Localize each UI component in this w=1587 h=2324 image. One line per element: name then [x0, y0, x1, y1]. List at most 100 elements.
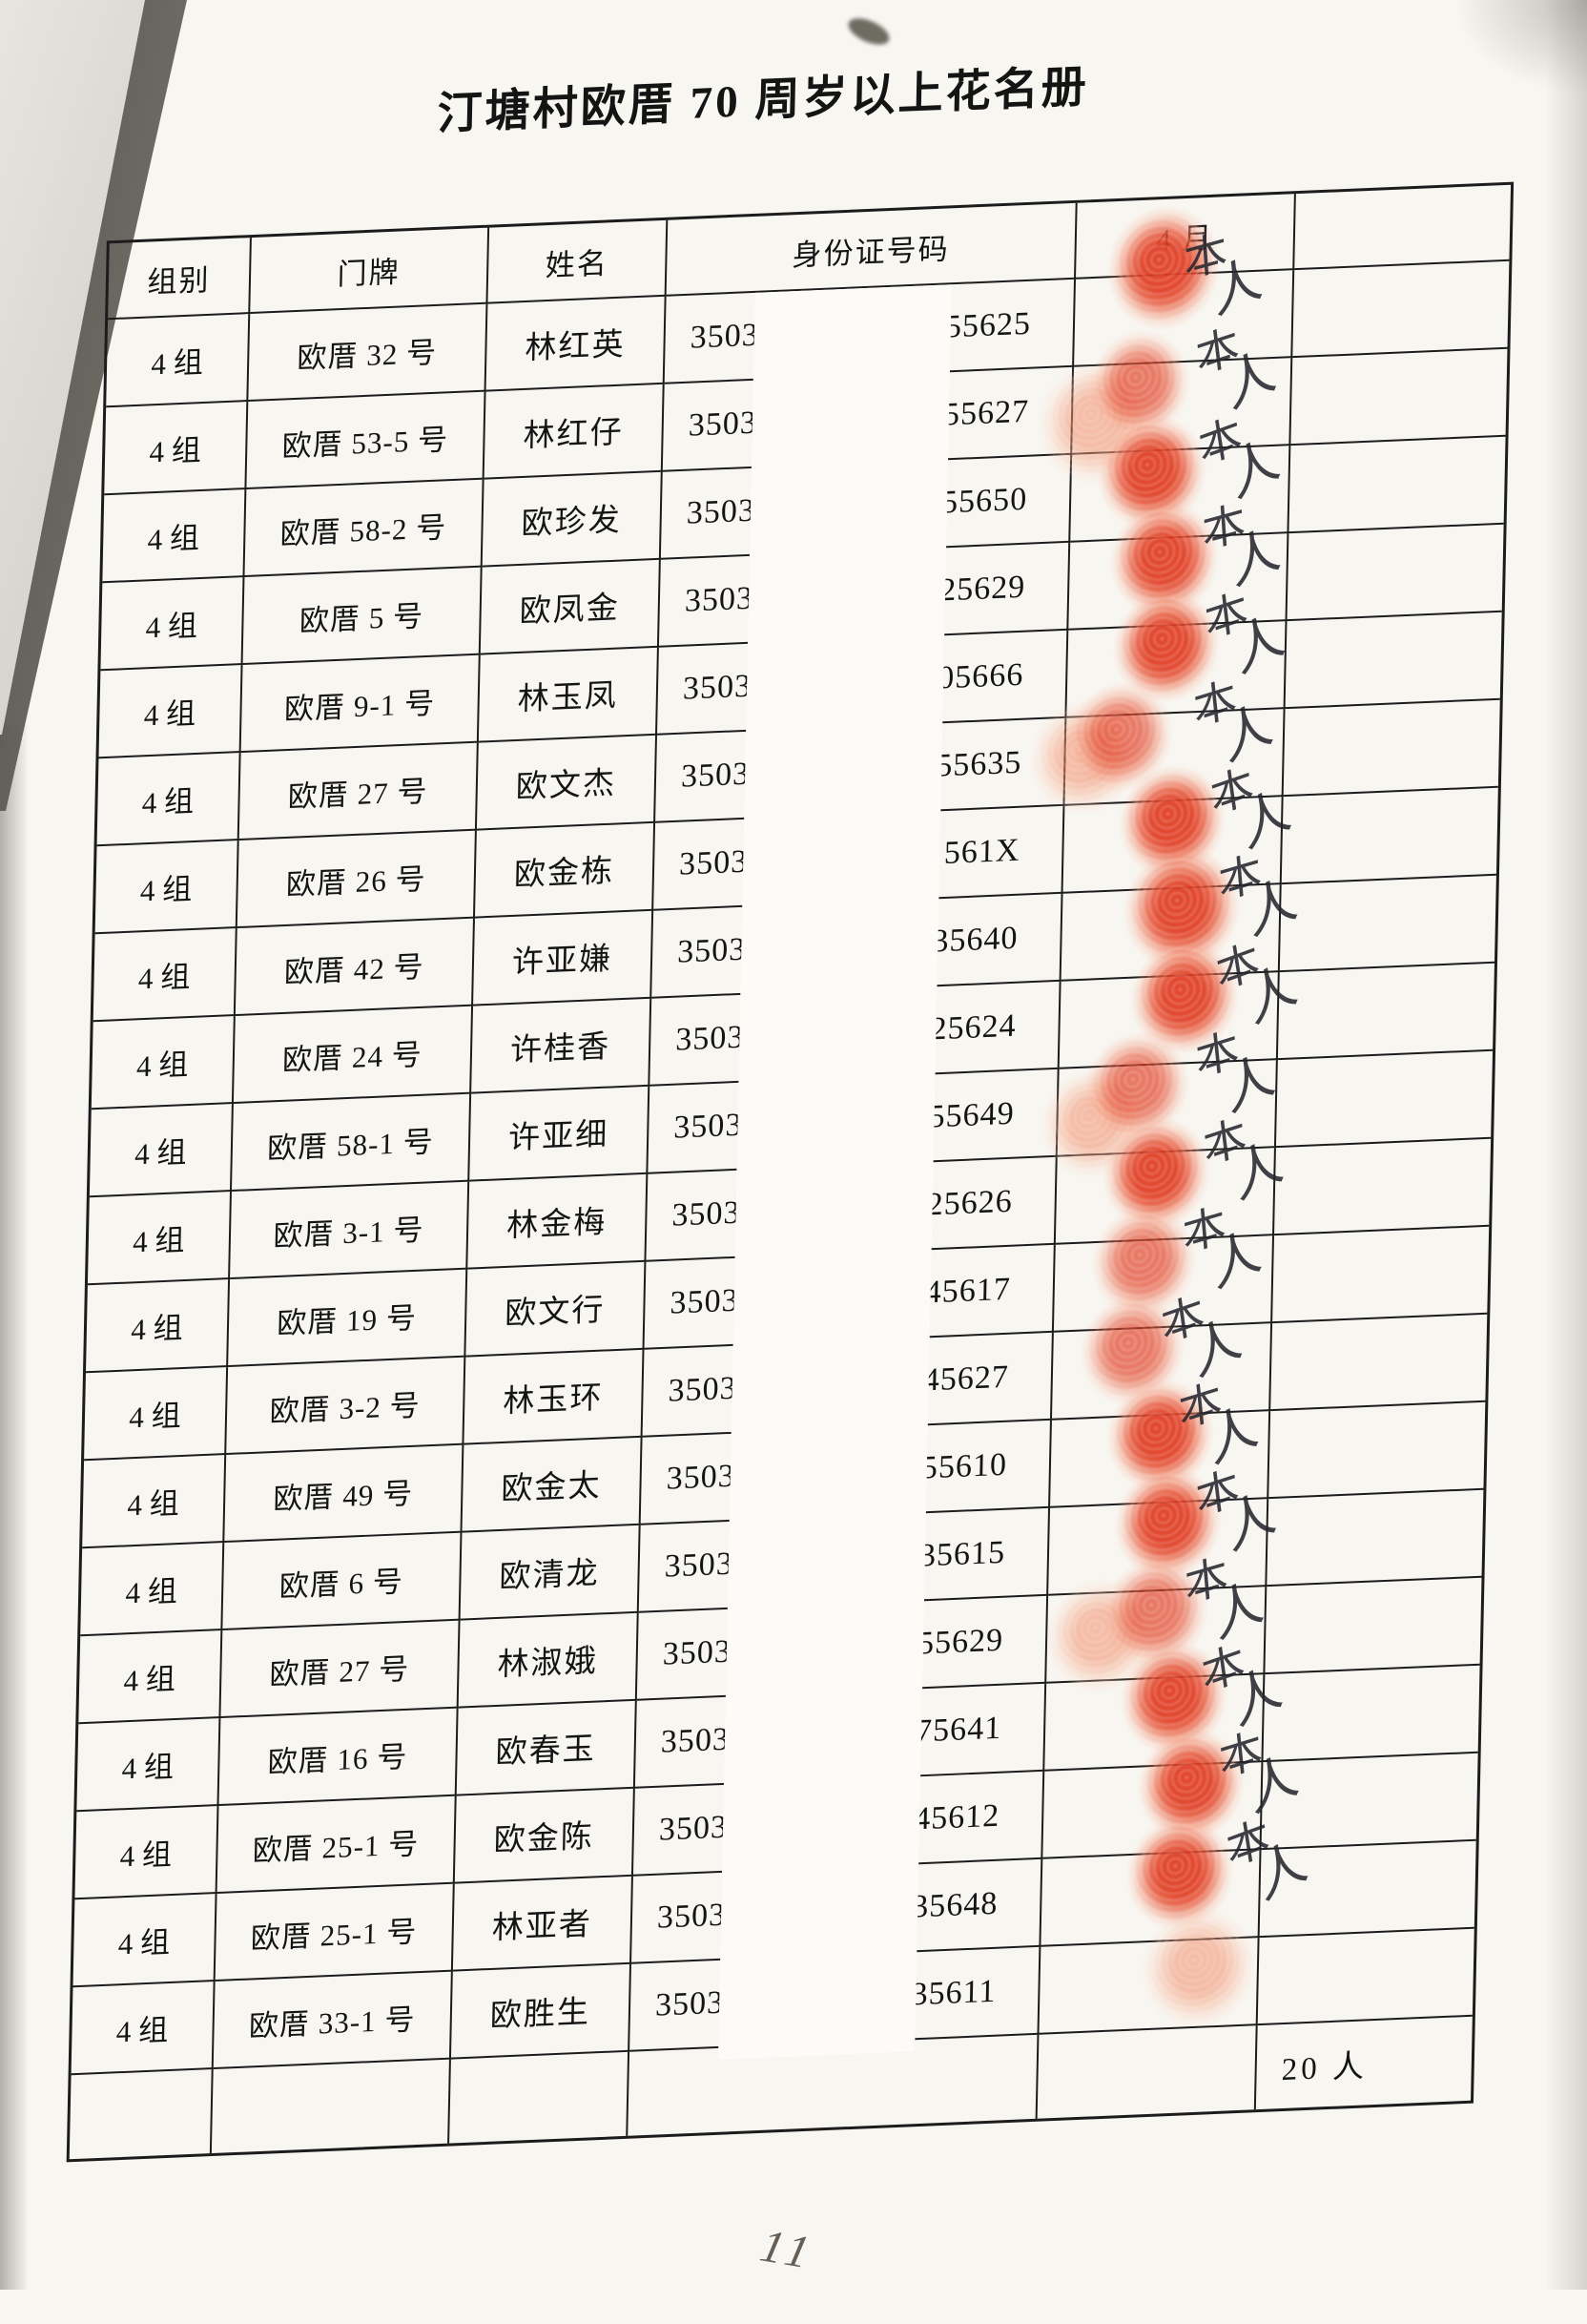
cell-house-number: 欧厝 5 号	[242, 567, 483, 666]
footer-empty-house	[211, 2059, 451, 2154]
cell-group: 4 组	[94, 840, 239, 935]
id-number-prefix: 3503	[680, 756, 751, 795]
handwritten-benren-signature: 本人	[1205, 746, 1299, 860]
cell-name: 欧凤金	[480, 559, 661, 655]
cell-name: 林红仔	[484, 384, 665, 480]
cell-extra	[1277, 963, 1494, 1061]
cell-extra	[1272, 1226, 1490, 1324]
id-number-suffix: 45612	[913, 1797, 1000, 1837]
id-number-suffix: 35648	[911, 1885, 999, 1925]
id-redaction-strip	[717, 284, 952, 2060]
cell-extra	[1288, 436, 1506, 534]
cell-name: 欧清龙	[460, 1525, 641, 1621]
header-name: 姓名	[487, 219, 669, 304]
cell-house-number: 欧厝 27 号	[220, 1620, 461, 1719]
id-number-prefix: 3503	[684, 580, 754, 619]
cell-house-number: 欧厝 24 号	[233, 1006, 474, 1105]
cell-name: 欧金太	[462, 1437, 643, 1533]
footer-empty-group	[69, 2069, 214, 2160]
cell-april-signature: 本人	[1041, 1812, 1312, 2031]
cell-name: 林金梅	[467, 1173, 649, 1270]
cell-group: 4 组	[80, 1543, 225, 1637]
header-group: 组别	[108, 238, 252, 321]
handwritten-benren-signature: 本人	[1214, 835, 1304, 946]
cell-name: 林玉环	[464, 1349, 645, 1445]
cell-house-number: 欧厝 42 号	[235, 918, 475, 1017]
cell-group: 4 组	[84, 1367, 229, 1462]
cell-house-number: 欧厝 33-1 号	[213, 1971, 453, 2070]
id-number-suffix: 55627	[942, 393, 1030, 433]
handwritten-benren-signature: 本人	[1156, 1275, 1250, 1388]
handwritten-benren-signature: 本人	[1221, 1797, 1316, 1911]
cell-extra	[1274, 1138, 1492, 1236]
handwritten-benren-signature: 本人	[1181, 1538, 1270, 1650]
cell-extra	[1283, 699, 1500, 798]
cell-group: 4 组	[87, 1192, 232, 1286]
id-number-suffix: 55650	[940, 481, 1028, 521]
top-right-shading	[1453, 0, 1587, 95]
cell-name: 林玉凤	[478, 647, 659, 743]
id-number-prefix: 3503	[660, 1721, 731, 1760]
id-number-prefix: 3503	[670, 1282, 739, 1321]
cell-extra	[1287, 524, 1504, 622]
cell-house-number: 欧厝 58-2 号	[244, 479, 484, 578]
cell-name: 林淑娥	[458, 1612, 639, 1709]
cell-name: 许亚细	[469, 1086, 650, 1182]
id-number-prefix: 3503	[676, 931, 747, 970]
id-number-prefix: 3503	[658, 1809, 729, 1848]
id-number-suffix: 25626	[926, 1183, 1014, 1223]
id-number-suffix: 55629	[917, 1622, 1004, 1662]
roster-table: 组别 门牌 姓名 身份证号码 4 月 4 组 欧厝 32 号 林红英 3503 …	[66, 181, 1515, 2163]
id-number-suffix: 55625	[944, 305, 1032, 345]
id-number-suffix: 45617	[924, 1271, 1012, 1311]
paper-right-edge-shading	[1545, 0, 1587, 2290]
cell-name: 欧金栋	[474, 822, 656, 919]
id-number-prefix: 3503	[662, 1633, 732, 1672]
cell-extra	[1265, 1577, 1482, 1675]
id-number-suffix: 75641	[915, 1710, 1002, 1750]
cell-house-number: 欧厝 19 号	[228, 1269, 468, 1368]
cell-extra	[1268, 1401, 1486, 1500]
footer-empty-april	[1037, 2025, 1258, 2119]
cell-group: 4 组	[98, 665, 243, 759]
id-number-suffix: 35615	[918, 1534, 1006, 1574]
id-number-prefix: 3503	[686, 492, 756, 531]
cell-name: 欧胜生	[450, 1963, 632, 2060]
id-number-prefix: 3503	[678, 843, 749, 882]
id-number-prefix: 3503	[682, 668, 752, 707]
cell-house-number: 欧厝 26 号	[237, 830, 477, 929]
cell-group: 4 组	[74, 1806, 219, 1900]
cell-house-number: 欧厝 6 号	[222, 1532, 463, 1631]
id-number-suffix: 561X	[943, 832, 1020, 872]
cell-name: 欧春玉	[456, 1700, 637, 1796]
handwritten-benren-signature: 本人	[1191, 307, 1284, 420]
id-number-prefix: 3503	[674, 1019, 745, 1058]
cell-house-number: 欧厝 25-1 号	[215, 1883, 455, 1982]
cell-group: 4 组	[89, 1104, 234, 1198]
cell-house-number: 欧厝 3-1 号	[230, 1181, 470, 1280]
cell-group: 4 组	[78, 1630, 223, 1725]
cell-extra	[1290, 348, 1508, 446]
cell-group: 4 组	[96, 753, 241, 847]
cell-house-number: 欧厝 27 号	[238, 742, 479, 841]
id-number-prefix: 3503	[654, 1984, 725, 2023]
footer-empty-name	[449, 2051, 630, 2144]
id-number-prefix: 3503	[668, 1370, 738, 1409]
handwritten-benren-signature: 本人	[1189, 660, 1281, 773]
cell-extra	[1267, 1489, 1484, 1587]
id-number-prefix: 3503	[688, 405, 758, 444]
cell-name: 欧文杰	[476, 735, 657, 831]
cell-group: 4 组	[100, 577, 245, 672]
handwritten-benren-signature: 本人	[1191, 1449, 1284, 1562]
handwritten-page-number: 11	[755, 2220, 820, 2279]
cell-house-number: 欧厝 32 号	[248, 303, 488, 403]
id-number-prefix: 3503	[672, 1107, 743, 1146]
cell-name: 许桂香	[471, 998, 652, 1094]
id-number-suffix: 55649	[928, 1095, 1016, 1135]
cell-name: 欧文行	[465, 1261, 647, 1358]
cell-april-signature	[1039, 1938, 1260, 2035]
cell-house-number: 欧厝 49 号	[224, 1444, 464, 1544]
cell-group: 4 组	[104, 402, 249, 496]
